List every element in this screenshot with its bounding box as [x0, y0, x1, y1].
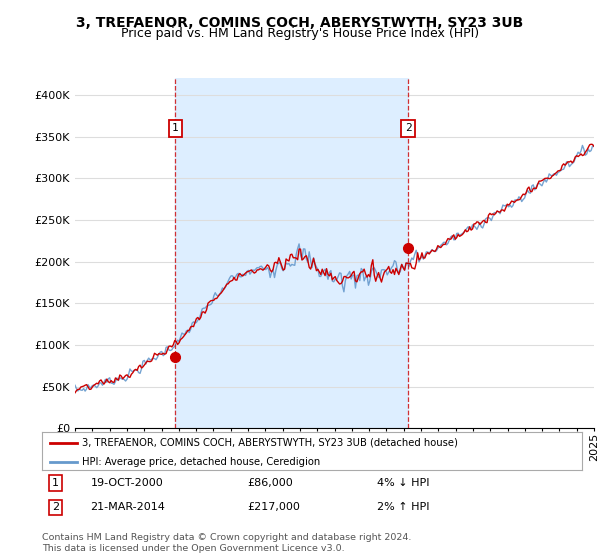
- Text: 21-MAR-2014: 21-MAR-2014: [91, 502, 166, 512]
- Text: 1: 1: [172, 123, 179, 133]
- Text: Price paid vs. HM Land Registry's House Price Index (HPI): Price paid vs. HM Land Registry's House …: [121, 27, 479, 40]
- Text: 2% ↑ HPI: 2% ↑ HPI: [377, 502, 430, 512]
- Text: Contains HM Land Registry data © Crown copyright and database right 2024.
This d: Contains HM Land Registry data © Crown c…: [42, 533, 412, 553]
- Text: 1: 1: [52, 478, 59, 488]
- Text: £86,000: £86,000: [247, 478, 293, 488]
- Text: HPI: Average price, detached house, Ceredigion: HPI: Average price, detached house, Cere…: [83, 457, 321, 467]
- Text: 4% ↓ HPI: 4% ↓ HPI: [377, 478, 430, 488]
- Text: 3, TREFAENOR, COMINS COCH, ABERYSTWYTH, SY23 3UB (detached house): 3, TREFAENOR, COMINS COCH, ABERYSTWYTH, …: [83, 438, 458, 448]
- Text: £217,000: £217,000: [247, 502, 300, 512]
- Text: 2: 2: [52, 502, 59, 512]
- Text: 19-OCT-2000: 19-OCT-2000: [91, 478, 163, 488]
- Bar: [175, 78, 408, 428]
- Text: 2: 2: [404, 123, 412, 133]
- Text: 3, TREFAENOR, COMINS COCH, ABERYSTWYTH, SY23 3UB: 3, TREFAENOR, COMINS COCH, ABERYSTWYTH, …: [76, 16, 524, 30]
